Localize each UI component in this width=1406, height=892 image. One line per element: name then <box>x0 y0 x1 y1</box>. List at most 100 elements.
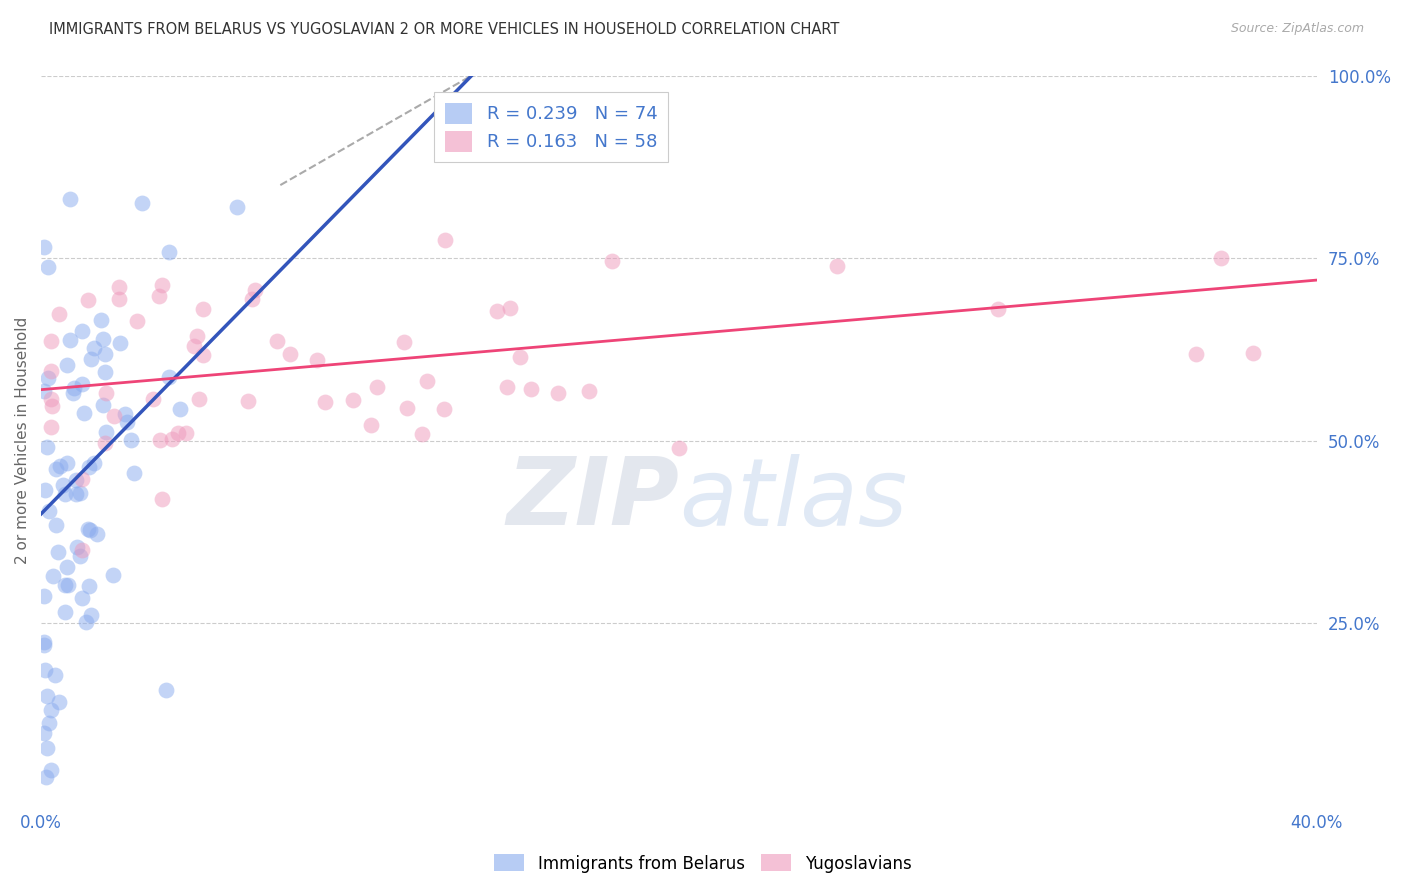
Point <box>245 283 267 297</box>
Point <box>37 690 59 704</box>
Point <box>70 472 93 486</box>
Point <box>37 441 59 455</box>
Point <box>547 386 569 401</box>
Point <box>62 381 84 395</box>
Point <box>342 393 364 408</box>
Point <box>83 456 105 470</box>
Point <box>91 398 114 412</box>
Point <box>45 517 67 532</box>
Point <box>166 426 188 441</box>
Point <box>69 549 91 563</box>
Point <box>48 695 70 709</box>
Point <box>433 402 456 417</box>
Point <box>34 384 56 398</box>
Point <box>174 425 197 440</box>
Point <box>314 395 336 409</box>
Point <box>56 359 79 373</box>
Point <box>1185 347 1208 361</box>
Point <box>103 567 125 582</box>
Point <box>360 417 382 432</box>
Point <box>987 302 1010 317</box>
Point <box>131 196 153 211</box>
Point <box>107 280 129 294</box>
Point <box>486 303 509 318</box>
Point <box>34 634 56 648</box>
Point <box>34 483 56 497</box>
Point <box>80 608 103 623</box>
Point <box>38 715 60 730</box>
Point <box>122 466 145 480</box>
Point <box>280 347 302 361</box>
Point <box>93 365 115 379</box>
Point <box>226 200 249 214</box>
Point <box>149 433 172 447</box>
Point <box>307 353 329 368</box>
Point <box>66 540 89 554</box>
Point <box>75 615 97 629</box>
Point <box>127 314 149 328</box>
Point <box>240 292 263 306</box>
Point <box>86 527 108 541</box>
Point <box>34 590 56 604</box>
Point <box>169 401 191 416</box>
Point <box>70 377 93 392</box>
Point <box>80 351 103 366</box>
Point <box>53 486 76 500</box>
Point <box>48 458 70 473</box>
Point <box>157 244 180 259</box>
Point <box>45 462 67 476</box>
Point <box>396 401 419 415</box>
Legend: Immigrants from Belarus, Yugoslavians: Immigrants from Belarus, Yugoslavians <box>488 847 918 880</box>
Point <box>94 385 117 400</box>
Point <box>668 441 690 455</box>
Point <box>1241 345 1264 359</box>
Point <box>236 394 259 409</box>
Point <box>48 307 70 321</box>
Point <box>186 329 208 343</box>
Point <box>600 254 623 268</box>
Text: IMMIGRANTS FROM BELARUS VS YUGOSLAVIAN 2 OR MORE VEHICLES IN HOUSEHOLD CORRELATI: IMMIGRANTS FROM BELARUS VS YUGOSLAVIAN 2… <box>49 22 839 37</box>
Point <box>94 436 117 450</box>
Point <box>183 339 205 353</box>
Point <box>160 433 183 447</box>
Point <box>39 419 62 434</box>
Point <box>70 324 93 338</box>
Point <box>266 334 288 348</box>
Point <box>496 380 519 394</box>
Point <box>39 392 62 406</box>
Point <box>79 523 101 537</box>
Point <box>34 726 56 740</box>
Point <box>150 278 173 293</box>
Point <box>53 605 76 619</box>
Point <box>411 426 433 441</box>
Legend: R = 0.239   N = 74, R = 0.163   N = 58: R = 0.239 N = 74, R = 0.163 N = 58 <box>434 92 668 162</box>
Text: atlas: atlas <box>679 454 907 545</box>
Point <box>56 560 79 574</box>
Point <box>155 683 177 698</box>
Point <box>39 703 62 717</box>
Point <box>825 259 848 273</box>
Point <box>34 663 56 677</box>
Point <box>73 406 96 420</box>
Point <box>157 370 180 384</box>
Point <box>1211 251 1233 265</box>
Point <box>578 384 600 398</box>
Point <box>79 579 101 593</box>
Point <box>34 638 56 652</box>
Point <box>69 486 91 500</box>
Y-axis label: 2 or more Vehicles in Household: 2 or more Vehicles in Household <box>15 318 30 565</box>
Point <box>41 399 63 413</box>
Point <box>39 334 62 349</box>
Text: ZIP: ZIP <box>506 453 679 545</box>
Point <box>46 545 69 559</box>
Point <box>366 380 388 394</box>
Point <box>90 313 112 327</box>
Point <box>37 740 59 755</box>
Point <box>509 351 531 365</box>
Point <box>35 770 58 784</box>
Point <box>59 333 82 347</box>
Point <box>76 293 98 308</box>
Point <box>433 233 456 247</box>
Point <box>53 578 76 592</box>
Point <box>41 569 63 583</box>
